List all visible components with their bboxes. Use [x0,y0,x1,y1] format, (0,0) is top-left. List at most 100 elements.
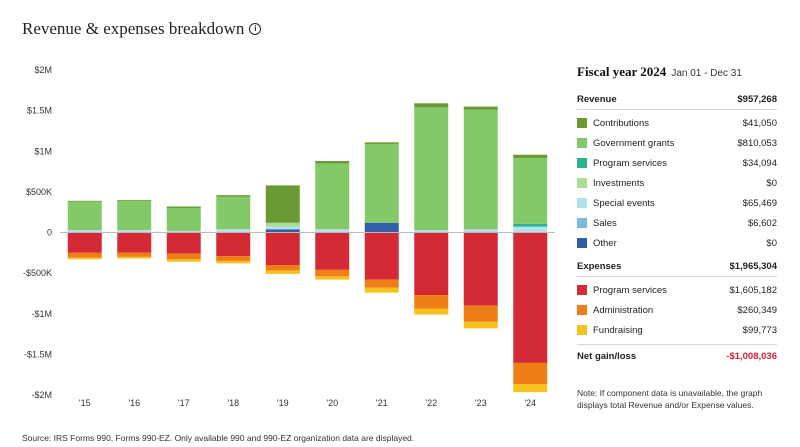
bar-segment[interactable] [216,195,251,197]
revenue-item-value: $41,050 [742,117,777,129]
bar-segment[interactable] [315,269,350,277]
legend-swatch [577,118,587,128]
bar-segment[interactable] [117,256,152,259]
bar-segment[interactable] [463,321,498,329]
bar-segment[interactable] [117,230,152,233]
net-label: Net gain/loss [577,350,637,362]
revenue-item-row[interactable]: Special events $65,469 [577,193,777,213]
bar-segment[interactable] [414,295,449,309]
bar-segment[interactable] [166,232,201,254]
bar-segment[interactable] [265,222,300,227]
revenue-item-row[interactable]: Government grants $810,053 [577,133,777,153]
bar-segment[interactable] [265,185,300,223]
y-tick-label: -$500K [23,268,52,278]
bar-segment[interactable] [265,232,300,266]
bar-segment[interactable] [513,384,548,393]
y-tick-label: -$2M [31,390,52,400]
bar-segment[interactable] [315,161,350,164]
bar-segment[interactable] [414,103,449,108]
revenue-item-label: Program services [593,157,667,169]
bar-segment[interactable] [166,206,201,209]
bar-segment[interactable] [216,196,251,230]
revenue-item-row[interactable]: Contributions $41,050 [577,113,777,133]
bar-segment[interactable] [67,232,102,253]
bar-segment[interactable] [513,362,548,385]
bar-segment[interactable] [513,158,548,224]
bar-segment[interactable] [216,232,251,257]
y-tick-label: $500K [26,187,52,197]
bar-segment[interactable] [414,230,449,233]
bar-segment[interactable] [513,223,548,227]
bar-segment[interactable] [315,163,350,230]
revenue-item-row[interactable]: Other $0 [577,233,777,253]
expense-item-row[interactable]: Administration $260,349 [577,300,777,320]
expense-item-row[interactable]: Fundraising $99,773 [577,320,777,340]
bar-segment[interactable] [265,270,300,274]
bar-segment[interactable] [315,229,350,233]
fiscal-year-header: Fiscal year 2024 Jan 01 - Dec 31 [577,64,777,80]
y-tick-label: $1M [34,146,52,156]
bar-segment[interactable] [67,200,102,202]
bar-segment[interactable] [315,232,350,270]
bar-segment[interactable] [166,208,201,231]
x-tick-label: '20 [326,398,338,408]
legend-swatch [577,198,587,208]
bar-segment[interactable] [513,154,548,159]
bar-segment[interactable] [265,229,300,233]
bar-segment[interactable] [463,305,498,322]
bar-segment[interactable] [216,229,251,233]
revenue-item-value: $34,094 [742,157,777,169]
y-tick-label: $1.5M [27,106,52,116]
bar-segment[interactable] [364,279,399,288]
revenue-label: Revenue [577,93,617,105]
bar-segment[interactable] [364,232,399,280]
bar-segment[interactable] [67,230,102,233]
expense-item-label: Program services [593,284,667,296]
bar-segment[interactable] [414,308,449,315]
expense-item-value: $1,605,182 [729,284,777,296]
bar-segment[interactable] [513,232,548,363]
bar-segment[interactable] [315,276,350,280]
bar-segment[interactable] [513,226,548,232]
bar-segment[interactable] [463,109,498,230]
bar-segment[interactable] [166,230,201,233]
bar-segment[interactable] [67,252,102,258]
bar-segment[interactable] [364,143,399,223]
expense-item-label: Administration [593,304,654,316]
expense-item-row[interactable]: Program services $1,605,182 [577,280,777,300]
bar-segment[interactable] [414,107,449,231]
bar-segment[interactable] [117,200,152,201]
bar-segment[interactable] [463,229,498,232]
x-tick-label: '18 [227,398,239,408]
expense-item-value: $260,349 [737,304,777,316]
revenue-item-label: Government grants [593,137,675,149]
net-row: Net gain/loss -$1,008,036 [577,344,777,367]
revenue-item-row[interactable]: Program services $34,094 [577,153,777,173]
bar-segment[interactable] [265,226,300,230]
bar-segment[interactable] [364,142,399,144]
chart-note: Note: If component data is unavailable, … [577,388,763,410]
bar-segment[interactable] [216,256,251,261]
revenue-item-label: Sales [593,217,617,229]
bar-segment[interactable] [463,106,498,110]
bar-segment[interactable] [166,259,201,262]
legend-swatch [577,238,587,248]
revenue-item-row[interactable]: Investments $0 [577,173,777,193]
revenue-expenses-chart[interactable]: $2M $1.5M $1M $500K 0 -$500K -$1M -$1.5M -$2M '15… [0,0,560,420]
bar-segment[interactable] [364,287,399,293]
bar-segment[interactable] [117,200,152,231]
bar-segment[interactable] [67,257,102,260]
bar-segment[interactable] [265,265,300,271]
info-icon[interactable]: i [249,23,262,35]
bar-segment[interactable] [414,232,449,296]
bar-segment[interactable] [67,201,102,231]
fiscal-year-panel: Fiscal year 2024 Jan 01 - Dec 31 Revenue… [577,64,777,411]
revenue-item-row[interactable]: Sales $6,602 [577,213,777,233]
bar-segment[interactable] [216,260,251,264]
bar-segment[interactable] [166,253,201,260]
bar-segment[interactable] [463,232,498,306]
bar-segment[interactable] [364,222,399,233]
bar-segment[interactable] [117,232,152,253]
x-tick-label: '22 [425,398,437,408]
bar-segment[interactable] [117,252,152,257]
